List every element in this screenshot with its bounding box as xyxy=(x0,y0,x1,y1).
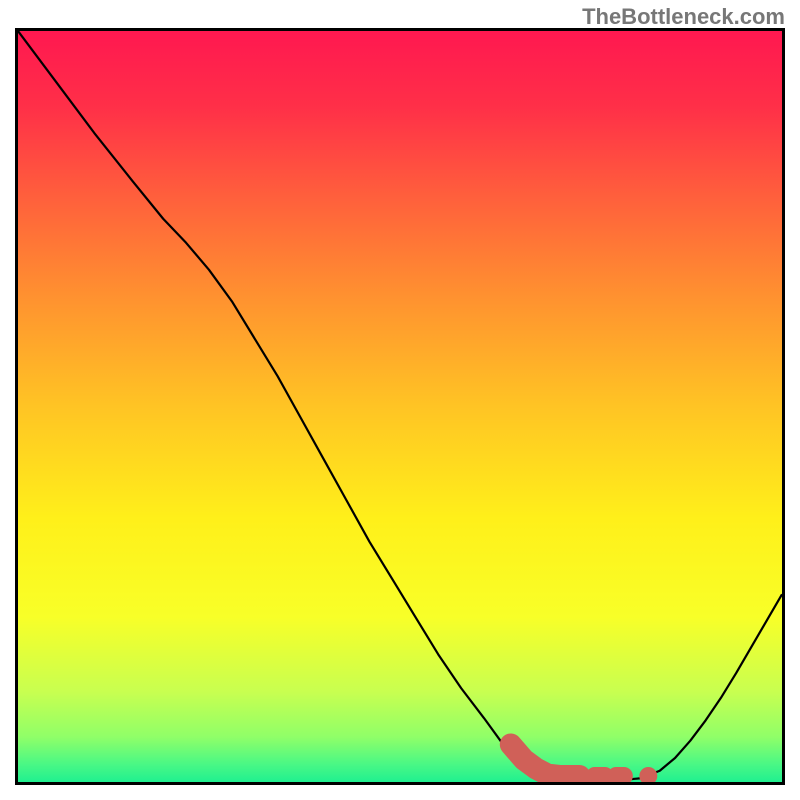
bottleneck-chart: TheBottleneck.com xyxy=(0,0,800,800)
plot-area xyxy=(15,28,785,785)
chart-svg xyxy=(18,31,782,782)
watermark-text: TheBottleneck.com xyxy=(582,4,785,30)
